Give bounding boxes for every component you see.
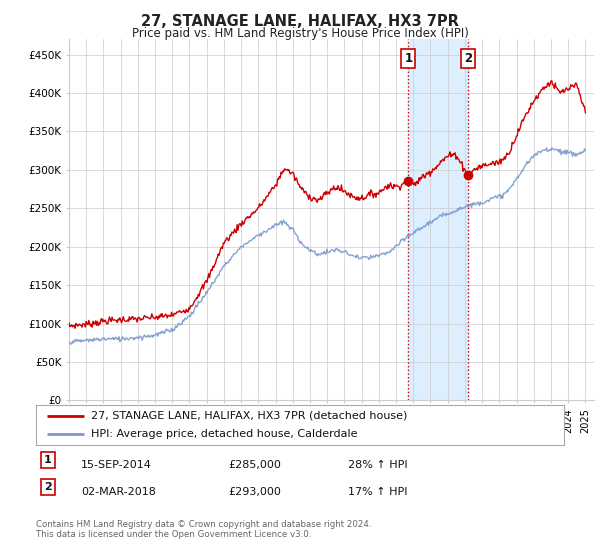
Text: Contains HM Land Registry data © Crown copyright and database right 2024.
This d: Contains HM Land Registry data © Crown c…	[36, 520, 371, 539]
Text: 27, STANAGE LANE, HALIFAX, HX3 7PR: 27, STANAGE LANE, HALIFAX, HX3 7PR	[141, 14, 459, 29]
Text: 02-MAR-2018: 02-MAR-2018	[81, 487, 156, 497]
Text: 17% ↑ HPI: 17% ↑ HPI	[348, 487, 407, 497]
Text: £285,000: £285,000	[228, 460, 281, 470]
Bar	[408, 39, 468, 400]
Text: 1: 1	[44, 455, 52, 465]
Text: HPI: Average price, detached house, Calderdale: HPI: Average price, detached house, Cald…	[91, 430, 358, 439]
Text: Price paid vs. HM Land Registry's House Price Index (HPI): Price paid vs. HM Land Registry's House …	[131, 27, 469, 40]
Text: 28% ↑ HPI: 28% ↑ HPI	[348, 460, 407, 470]
Text: 1: 1	[404, 52, 412, 65]
Text: 2: 2	[464, 52, 472, 65]
Text: 27, STANAGE LANE, HALIFAX, HX3 7PR (detached house): 27, STANAGE LANE, HALIFAX, HX3 7PR (deta…	[91, 411, 408, 421]
Text: 2: 2	[44, 482, 52, 492]
Text: £293,000: £293,000	[228, 487, 281, 497]
Text: 15-SEP-2014: 15-SEP-2014	[81, 460, 152, 470]
